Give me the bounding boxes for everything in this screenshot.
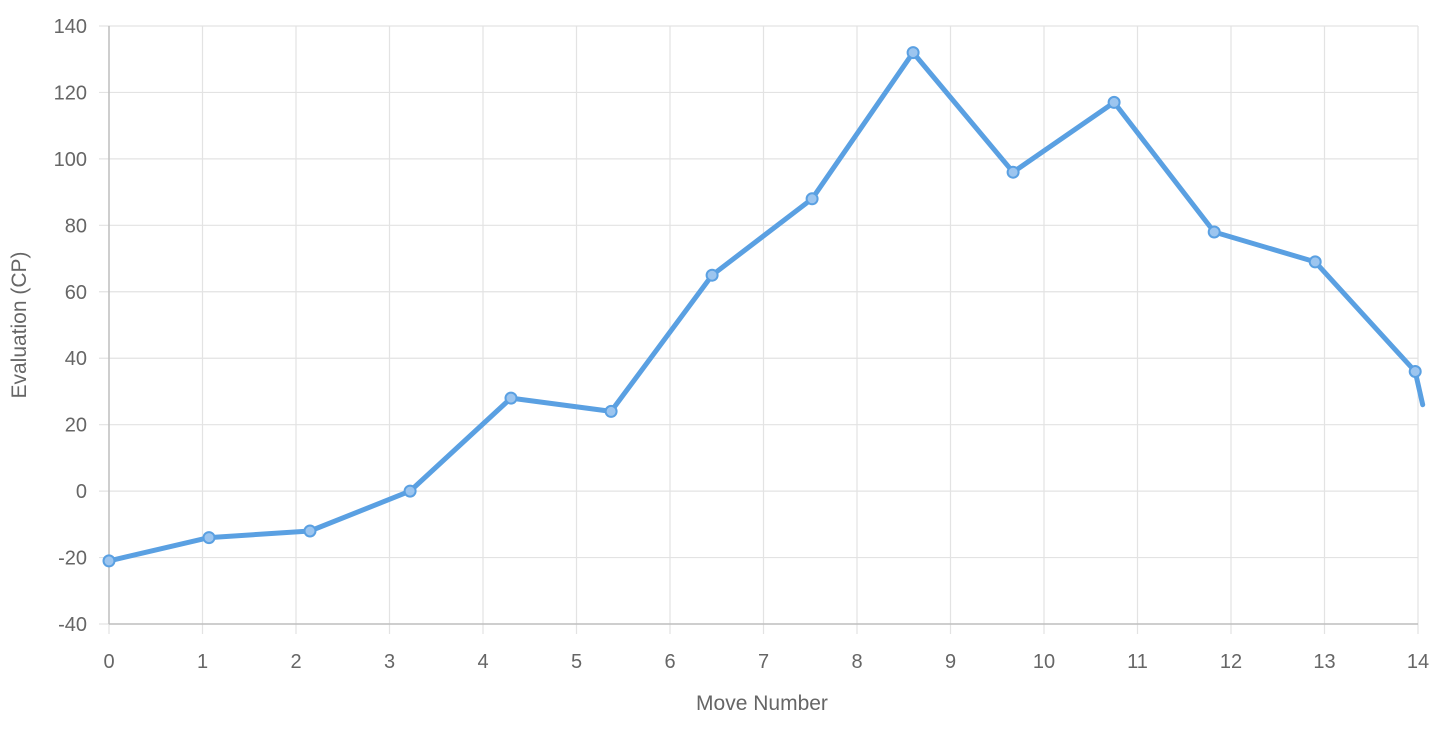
axes	[108, 26, 1418, 625]
x-tick-label: 2	[290, 651, 301, 673]
y-tick-label: 100	[54, 149, 87, 171]
data-point	[303, 524, 317, 538]
x-tick-label: 6	[664, 651, 675, 673]
x-tick-label: 9	[945, 651, 956, 673]
data-point	[604, 404, 618, 418]
y-tick-label: 20	[65, 415, 87, 437]
x-tick-label: 11	[1127, 651, 1148, 673]
data-point	[705, 268, 719, 282]
y-axis-title: Evaluation (CP)	[8, 251, 31, 398]
x-tick-label: 7	[758, 651, 769, 673]
x-tick-label: 14	[1407, 651, 1429, 673]
y-tick-label: -40	[58, 614, 87, 636]
x-tick-label: 5	[571, 651, 582, 673]
x-tick-label: 10	[1033, 651, 1055, 673]
x-axis-title: Move Number	[696, 692, 828, 715]
data-point	[504, 391, 518, 405]
x-tick-label: 1	[197, 651, 208, 673]
x-tick-label: 0	[103, 651, 114, 673]
data-point	[1006, 165, 1020, 179]
data-point	[1207, 225, 1221, 239]
data-point	[403, 484, 417, 498]
series-group	[102, 46, 1426, 568]
y-tick-label: 120	[54, 82, 87, 104]
x-tick-label: 4	[477, 651, 488, 673]
y-tick-label: 60	[65, 282, 87, 304]
grid	[99, 25, 1419, 634]
data-point	[805, 192, 819, 206]
y-tick-label: 0	[76, 481, 87, 503]
y-tick-label: 40	[65, 348, 87, 370]
x-tick-label: 3	[384, 651, 395, 673]
data-point	[906, 46, 920, 60]
y-tick-label: 140	[54, 16, 87, 38]
data-point	[1408, 365, 1422, 378]
x-tick-label: 12	[1220, 651, 1242, 673]
data-point	[202, 531, 216, 545]
data-point	[1308, 255, 1322, 269]
x-tick-label: 13	[1313, 651, 1335, 673]
series-line	[106, 50, 1426, 564]
data-point	[1107, 95, 1121, 109]
x-tick-label: 8	[851, 651, 862, 673]
y-tick-label: 80	[65, 215, 87, 237]
data-point	[102, 554, 116, 568]
series	[102, 46, 1426, 568]
y-tick-label: -20	[58, 548, 87, 570]
